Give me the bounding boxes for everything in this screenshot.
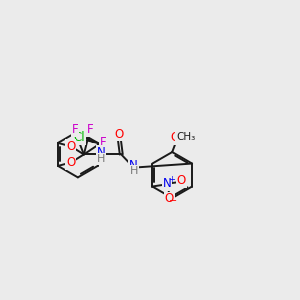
Text: H: H — [130, 166, 138, 176]
Text: F: F — [100, 136, 106, 149]
Text: O: O — [115, 128, 124, 141]
Text: O: O — [164, 192, 174, 206]
Text: Cl: Cl — [74, 131, 85, 144]
Text: H: H — [97, 154, 105, 164]
Text: N: N — [162, 177, 171, 190]
Text: −: − — [169, 196, 178, 206]
Text: N: N — [129, 159, 138, 172]
Text: F: F — [87, 123, 94, 136]
Text: O: O — [66, 140, 76, 153]
Text: F: F — [72, 123, 78, 136]
Text: O: O — [177, 174, 186, 188]
Text: CH₃: CH₃ — [176, 132, 195, 142]
Text: O: O — [170, 131, 180, 144]
Text: O: O — [66, 156, 76, 169]
Text: +: + — [168, 175, 175, 184]
Text: N: N — [97, 146, 105, 159]
